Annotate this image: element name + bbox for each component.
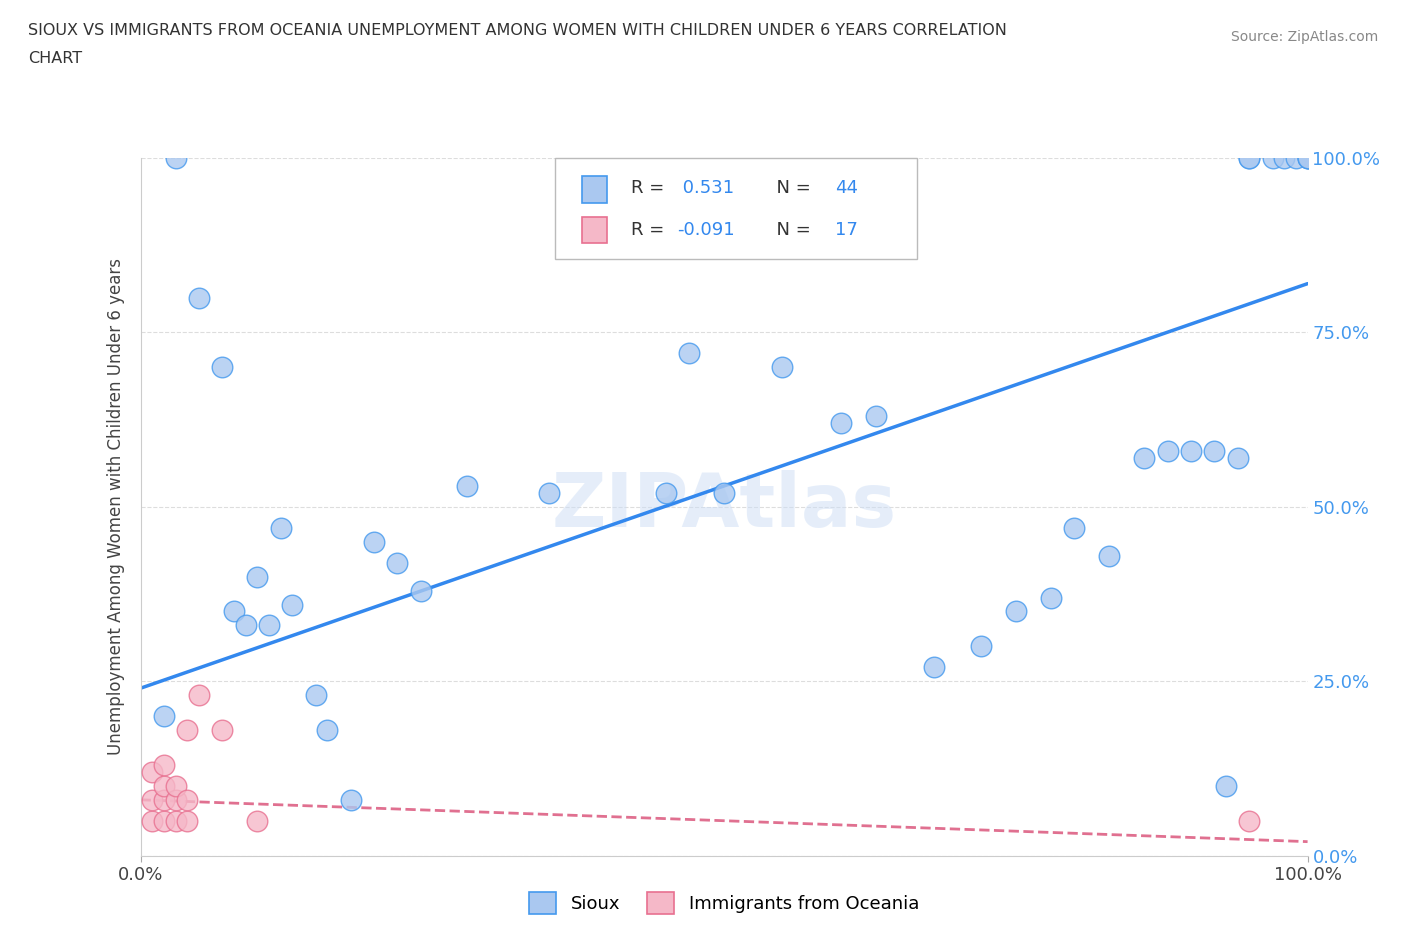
Text: R =: R = xyxy=(631,221,669,239)
Point xyxy=(922,660,945,675)
Point xyxy=(165,778,187,793)
Point xyxy=(305,688,328,703)
Point xyxy=(865,409,887,424)
Point xyxy=(1261,151,1284,166)
Point xyxy=(153,757,176,772)
Point xyxy=(1215,778,1237,793)
Point xyxy=(165,813,187,829)
Point xyxy=(1063,521,1085,536)
Point xyxy=(339,792,361,807)
Point xyxy=(1296,151,1319,166)
Point xyxy=(363,534,385,549)
Point xyxy=(246,813,269,829)
Point xyxy=(830,416,852,431)
Point xyxy=(141,764,163,779)
Legend: Sioux, Immigrants from Oceania: Sioux, Immigrants from Oceania xyxy=(520,884,928,923)
Point xyxy=(176,723,198,737)
FancyBboxPatch shape xyxy=(582,217,607,244)
Point xyxy=(1098,549,1121,564)
Point xyxy=(188,688,211,703)
Point xyxy=(655,485,678,500)
Point xyxy=(246,569,269,584)
Text: CHART: CHART xyxy=(28,51,82,66)
Text: R =: R = xyxy=(631,179,669,197)
Text: ZIPAtlas: ZIPAtlas xyxy=(551,471,897,543)
Point xyxy=(222,604,245,619)
Point xyxy=(153,813,176,829)
Point xyxy=(176,813,198,829)
Point xyxy=(153,778,176,793)
Point xyxy=(165,151,187,166)
Point xyxy=(211,360,233,375)
Text: 17: 17 xyxy=(835,221,858,239)
Point xyxy=(1180,444,1202,458)
Point xyxy=(409,583,432,598)
Point xyxy=(1272,151,1295,166)
Point xyxy=(281,597,304,612)
Point xyxy=(678,346,700,361)
Point xyxy=(772,360,794,375)
FancyBboxPatch shape xyxy=(582,177,607,203)
Point xyxy=(316,723,339,737)
Text: 0.531: 0.531 xyxy=(678,179,734,197)
Point xyxy=(141,813,163,829)
Point xyxy=(970,639,993,654)
Point xyxy=(456,479,478,494)
Point xyxy=(165,792,187,807)
Point xyxy=(1239,151,1261,166)
Y-axis label: Unemployment Among Women with Children Under 6 years: Unemployment Among Women with Children U… xyxy=(107,259,125,755)
Point xyxy=(141,792,163,807)
Text: -0.091: -0.091 xyxy=(678,221,735,239)
Point xyxy=(1226,451,1249,466)
Point xyxy=(1039,591,1062,605)
Point xyxy=(153,709,176,724)
Text: Source: ZipAtlas.com: Source: ZipAtlas.com xyxy=(1230,30,1378,44)
Point xyxy=(1239,151,1261,166)
Point xyxy=(153,792,176,807)
Point xyxy=(1296,151,1319,166)
Text: 44: 44 xyxy=(835,179,858,197)
FancyBboxPatch shape xyxy=(555,158,917,259)
Point xyxy=(1239,813,1261,829)
Point xyxy=(713,485,735,500)
Point xyxy=(387,555,409,570)
Point xyxy=(176,792,198,807)
Point xyxy=(1005,604,1028,619)
Point xyxy=(235,618,257,633)
Point xyxy=(1285,151,1308,166)
Point xyxy=(1156,444,1178,458)
Point xyxy=(1133,451,1156,466)
Point xyxy=(537,485,560,500)
Point xyxy=(211,723,233,737)
Text: N =: N = xyxy=(765,179,817,197)
Point xyxy=(1204,444,1226,458)
Point xyxy=(270,521,292,536)
Text: N =: N = xyxy=(765,221,817,239)
Point xyxy=(188,290,211,305)
Point xyxy=(1296,151,1319,166)
Point xyxy=(257,618,280,633)
Text: SIOUX VS IMMIGRANTS FROM OCEANIA UNEMPLOYMENT AMONG WOMEN WITH CHILDREN UNDER 6 : SIOUX VS IMMIGRANTS FROM OCEANIA UNEMPLO… xyxy=(28,23,1007,38)
